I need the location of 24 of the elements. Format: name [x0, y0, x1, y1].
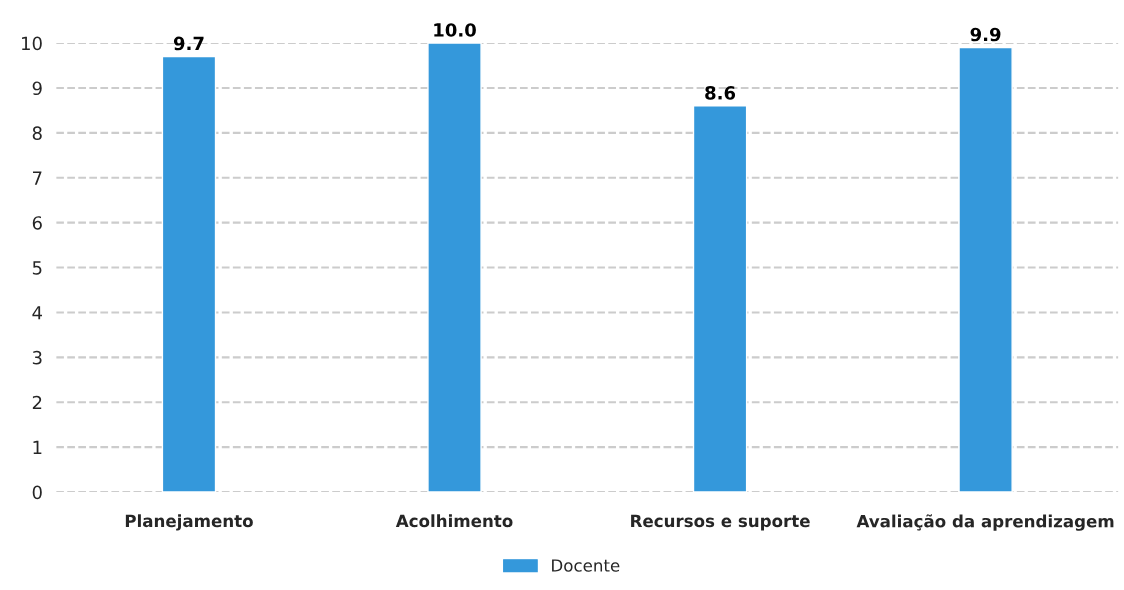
y-tick-label: 10 [22, 36, 42, 51]
data-label: 10.0 [434, 23, 476, 37]
y-tick-label: 2 [32, 395, 42, 410]
bar [161, 55, 217, 493]
data-label: 9.9 [970, 27, 1001, 42]
bar [427, 43, 482, 493]
bar [958, 46, 1013, 493]
x-tick-label: Acolhimento [395, 514, 513, 528]
y-tick-label: 0 [32, 485, 42, 500]
bar [692, 105, 748, 493]
x-tick-label: Avaliação da aprendizagem [856, 514, 1114, 531]
y-tick-label: 3 [32, 350, 42, 365]
y-tick-label: 4 [32, 306, 42, 320]
legend-label: Docente [552, 559, 620, 572]
y-tick-label: 8 [32, 126, 42, 140]
data-label: 9.7 [173, 36, 204, 51]
y-tick-label: 9 [32, 81, 42, 96]
x-tick-label: Recursos e suporte [631, 514, 810, 531]
y-tick-label: 6 [32, 216, 42, 230]
x-tick-label: Planejamento [125, 514, 253, 531]
data-label: 8.6 [705, 86, 736, 100]
y-tick-label: 5 [32, 261, 42, 275]
y-tick-label: 1 [33, 440, 42, 455]
y-tick-label: 7 [33, 171, 42, 185]
